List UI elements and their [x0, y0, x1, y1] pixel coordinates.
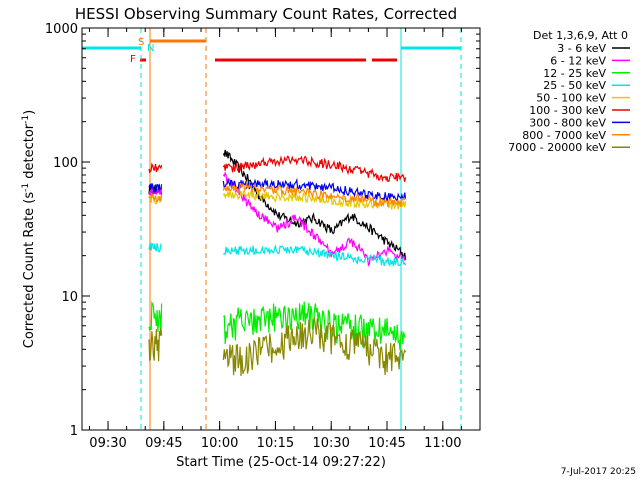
- y-axis-label: Corrected Count Rate (s-1 detector-1): [21, 110, 37, 348]
- series-line-pre: [148, 300, 163, 336]
- series-line-main: [222, 301, 407, 351]
- legend-label: 12 - 25 keV: [543, 67, 606, 80]
- x-tick-label: 09:30: [89, 436, 126, 451]
- flag-layer: SNF: [82, 28, 462, 430]
- series-line-main: [222, 316, 407, 377]
- series-line-pre: [148, 242, 163, 253]
- flag-label-flare: F: [130, 54, 136, 65]
- x-axis-label: Start Time (25-Oct-14 09:27:22): [176, 455, 386, 470]
- timestamp: 7-Jul-2017 20:25: [561, 467, 636, 477]
- legend-label: 6 - 12 keV: [550, 54, 606, 67]
- x-tick-label: 10:15: [257, 436, 294, 451]
- x-axis: 09:30 09:45 10:00 10:15 10:30 10:45 11:00: [88, 28, 481, 451]
- y-tick-label: 1: [70, 424, 78, 439]
- legend-label: 800 - 7000 keV: [522, 129, 606, 142]
- series-line-pre: [148, 193, 163, 204]
- x-tick-label: 11:00: [424, 436, 461, 451]
- flag-label-saa: S: [138, 37, 144, 48]
- legend-label: 300 - 800 keV: [529, 116, 606, 129]
- series-line-main: [222, 155, 407, 183]
- y-tick-label: 10: [61, 290, 78, 305]
- y-axis: 1 10 100 1000: [45, 22, 480, 439]
- series-line-pre: [148, 162, 163, 174]
- series-line-pre: [148, 328, 163, 362]
- legend-label: 7000 - 20000 keV: [508, 141, 606, 154]
- plot-frame: [81, 27, 481, 431]
- legend-label: 50 - 100 keV: [536, 92, 606, 105]
- x-tick-label: 10:30: [312, 436, 349, 451]
- y-tick-label: 100: [53, 156, 78, 171]
- legend-header: Det 1,3,6,9, Att 0: [533, 29, 628, 42]
- x-tick-label: 10:45: [368, 436, 405, 451]
- x-tick-label: 10:00: [201, 436, 238, 451]
- series-layer: [148, 149, 407, 377]
- flag-label-night: N: [147, 43, 154, 54]
- legend-label: 100 - 300 keV: [529, 104, 606, 117]
- chart-title: HESSI Observing Summary Count Rates, Cor…: [75, 5, 457, 23]
- legend-label: 3 - 6 keV: [557, 42, 606, 55]
- series-line-main: [222, 177, 407, 202]
- legend-label: 25 - 50 keV: [543, 79, 606, 92]
- y-tick-label: 1000: [45, 22, 78, 37]
- series-line-pre: [148, 183, 163, 195]
- series-line-main: [222, 243, 407, 267]
- x-tick-label: 09:45: [145, 436, 182, 451]
- series-line-main: [222, 181, 407, 208]
